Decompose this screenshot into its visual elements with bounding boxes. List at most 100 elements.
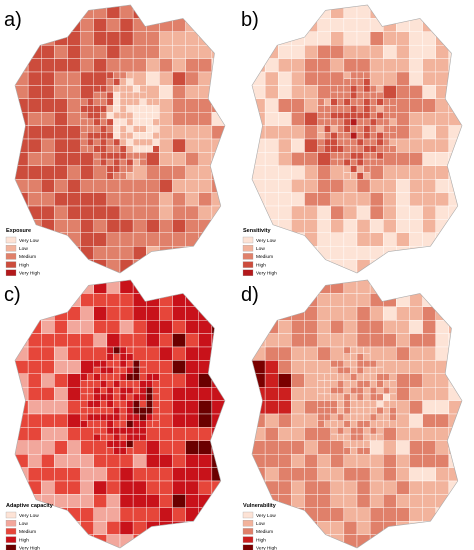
municipality: [113, 125, 121, 133]
municipality: [330, 205, 345, 220]
municipality: [356, 219, 371, 233]
municipality: [317, 118, 325, 126]
municipality: [350, 440, 358, 448]
municipality: [337, 420, 345, 428]
municipality: [132, 205, 147, 220]
municipality: [369, 407, 377, 415]
municipality: [93, 145, 101, 153]
legend-swatch: [242, 245, 254, 252]
municipality: [106, 380, 114, 388]
municipality: [211, 138, 225, 153]
municipality: [356, 18, 371, 32]
municipality: [369, 118, 377, 126]
municipality: [317, 480, 331, 495]
municipality: [317, 45, 331, 59]
municipality: [159, 125, 173, 140]
municipality: [409, 125, 423, 140]
municipality: [389, 393, 397, 401]
municipality: [291, 31, 305, 46]
municipality: [409, 31, 423, 46]
municipality: [350, 413, 358, 421]
municipality: [146, 507, 160, 522]
municipality: [146, 320, 160, 334]
municipality: [146, 105, 154, 113]
municipality: [27, 138, 42, 153]
municipality: [41, 280, 55, 294]
municipality: [54, 320, 68, 334]
municipality: [211, 494, 225, 508]
municipality: [330, 219, 345, 233]
municipality: [435, 280, 450, 294]
municipality: [119, 105, 127, 113]
municipality: [376, 420, 384, 428]
municipality: [67, 507, 81, 522]
municipality: [435, 386, 450, 401]
municipality: [106, 111, 114, 120]
municipality: [363, 447, 371, 455]
municipality: [211, 18, 225, 32]
municipality: [93, 467, 108, 482]
municipality: [152, 393, 160, 401]
municipality: [317, 85, 331, 100]
municipality: [330, 427, 338, 435]
municipality: [422, 427, 436, 441]
municipality: [448, 178, 462, 193]
municipality: [396, 125, 410, 140]
municipality: [80, 440, 94, 455]
municipality: [80, 71, 94, 86]
municipality: [389, 413, 397, 421]
municipality: [93, 333, 108, 348]
municipality: [278, 507, 292, 522]
municipality: [317, 386, 325, 395]
municipality: [291, 440, 305, 455]
municipality: [185, 165, 199, 180]
municipality: [119, 407, 127, 415]
municipality: [41, 138, 55, 153]
municipality: [159, 192, 173, 207]
municipality: [435, 98, 450, 113]
municipality: [41, 165, 55, 180]
municipality: [27, 346, 42, 361]
municipality: [317, 152, 331, 166]
municipality: [304, 494, 318, 508]
municipality: [67, 467, 81, 482]
municipality: [100, 433, 108, 442]
municipality: [159, 293, 173, 307]
municipality: [119, 192, 134, 207]
municipality: [291, 5, 305, 19]
municipality: [363, 366, 371, 374]
municipality: [86, 105, 94, 113]
municipality: [376, 433, 384, 442]
municipality: [389, 380, 397, 388]
legend-swatch: [242, 269, 254, 276]
municipality: [106, 293, 121, 307]
municipality: [278, 440, 292, 455]
municipality: [198, 333, 213, 348]
municipality: [54, 360, 68, 375]
municipality: [291, 480, 305, 495]
municipality: [159, 219, 173, 233]
municipality: [396, 178, 410, 193]
municipality: [106, 232, 121, 247]
municipality: [146, 192, 160, 207]
municipality: [304, 480, 318, 495]
municipality: [80, 165, 94, 180]
municipality: [93, 85, 101, 93]
municipality: [93, 91, 101, 99]
municipality: [264, 125, 279, 140]
municipality: [211, 293, 225, 307]
municipality: [396, 346, 410, 361]
municipality: [139, 85, 147, 93]
municipality: [132, 534, 147, 548]
municipality: [330, 306, 345, 321]
municipality: [278, 293, 292, 307]
municipality: [330, 145, 338, 153]
municipality: [185, 400, 199, 415]
municipality: [146, 118, 154, 126]
legend-title: Exposure: [6, 228, 31, 234]
municipality: [119, 145, 127, 153]
municipality: [27, 31, 42, 46]
municipality: [323, 105, 331, 113]
municipality: [448, 58, 462, 73]
